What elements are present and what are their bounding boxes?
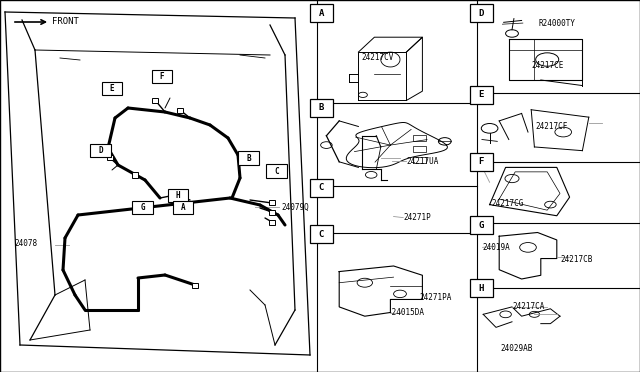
Bar [90, 144, 111, 157]
Bar [173, 201, 193, 214]
Text: D: D [98, 146, 103, 155]
Text: B: B [319, 103, 324, 112]
Text: F: F [159, 72, 164, 81]
Text: G: G [479, 221, 484, 230]
Text: 24029AB: 24029AB [500, 344, 533, 353]
Bar [470, 216, 493, 234]
Text: -24015DA: -24015DA [387, 308, 424, 317]
Bar [152, 70, 172, 83]
Bar [192, 282, 198, 288]
Text: 24217UA: 24217UA [406, 157, 439, 166]
Text: 24078: 24078 [14, 238, 37, 247]
Text: E: E [109, 84, 115, 93]
Text: H: H [175, 191, 180, 200]
Bar [269, 219, 275, 224]
Text: 24217CA: 24217CA [512, 302, 545, 311]
Bar [168, 189, 188, 202]
Bar [266, 164, 287, 178]
Text: FRONT: FRONT [52, 17, 79, 26]
Text: 24217CV: 24217CV [362, 53, 394, 62]
Bar [269, 201, 275, 205]
Bar [132, 173, 138, 177]
Text: 24079Q: 24079Q [281, 202, 308, 212]
Text: 24217CB: 24217CB [560, 255, 593, 264]
Bar [413, 146, 426, 152]
Bar [413, 135, 426, 141]
Text: G: G [140, 203, 145, 212]
Bar [310, 4, 333, 22]
Bar [132, 201, 153, 214]
Text: R24000TY: R24000TY [538, 19, 575, 28]
Text: C: C [274, 167, 279, 176]
Text: 24019A: 24019A [483, 243, 510, 252]
Text: B: B [246, 154, 251, 163]
Bar [107, 155, 113, 160]
Bar [310, 179, 333, 197]
Bar [238, 151, 259, 165]
Bar [470, 4, 493, 22]
Text: C: C [319, 230, 324, 239]
Bar [470, 153, 493, 171]
Bar [470, 86, 493, 104]
Bar [177, 108, 183, 112]
Bar [102, 82, 122, 95]
Text: A: A [180, 203, 186, 212]
Text: C: C [319, 183, 324, 192]
Bar [152, 97, 158, 103]
Bar [269, 209, 275, 215]
Text: H: H [479, 284, 484, 293]
Text: 24217CG: 24217CG [492, 199, 524, 208]
Text: D: D [479, 9, 484, 17]
Bar [310, 99, 333, 117]
Text: 24271PA: 24271PA [419, 293, 452, 302]
Text: E: E [479, 90, 484, 99]
Bar [310, 225, 333, 243]
Text: F: F [479, 157, 484, 166]
Text: 24217CF: 24217CF [535, 122, 568, 131]
Text: 24271P: 24271P [403, 213, 431, 222]
Bar [413, 157, 426, 163]
Text: 24217CE: 24217CE [531, 61, 564, 70]
Bar [470, 279, 493, 297]
Text: A: A [319, 9, 324, 17]
